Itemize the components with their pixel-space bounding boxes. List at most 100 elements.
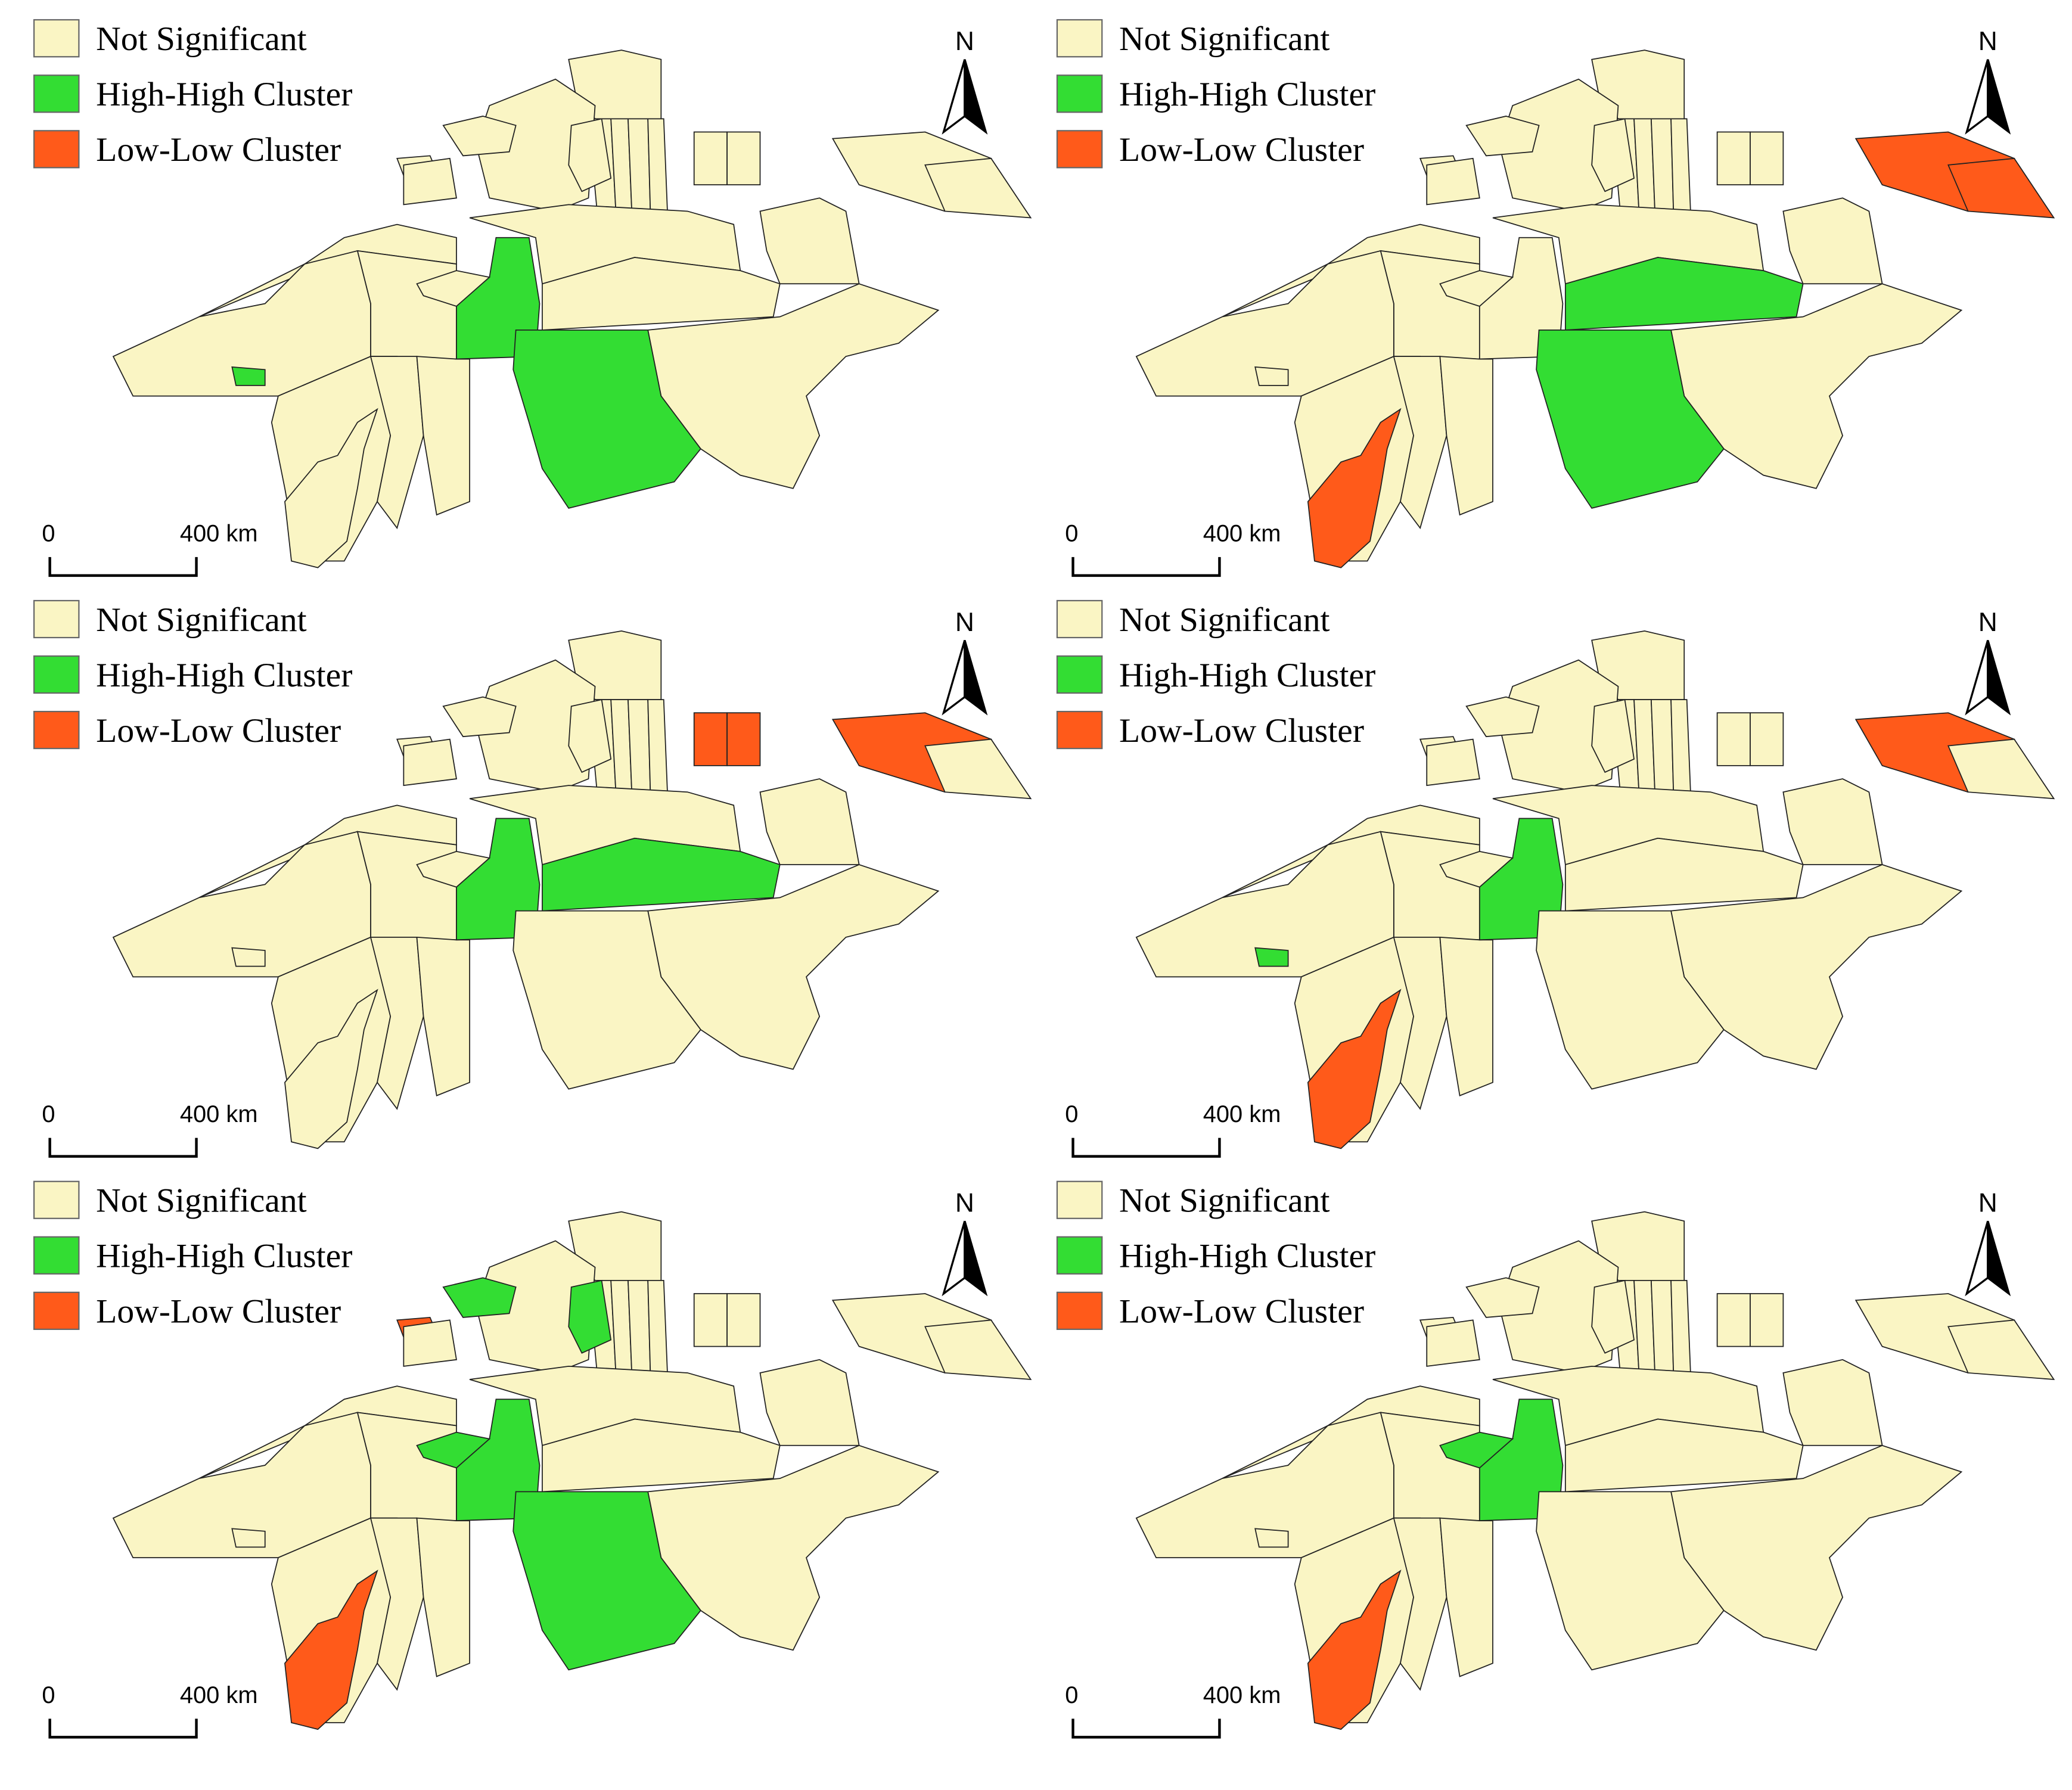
region (356, 250, 457, 360)
legend-swatch (1056, 1236, 1103, 1275)
region (759, 1359, 860, 1446)
north-arrow (942, 59, 966, 135)
region (1591, 118, 1635, 192)
legend-label: High-High Cluster (1119, 76, 1375, 113)
region (1591, 699, 1635, 773)
legend-swatch (1056, 1180, 1103, 1219)
scale-label: 400 km (180, 1101, 258, 1127)
region (1380, 1412, 1480, 1521)
map-panel: Not Significant High-High Cluster Low-Low … (1056, 599, 2055, 1158)
region (726, 712, 761, 766)
legend-label: Low-Low Cluster (96, 131, 341, 169)
region (1650, 699, 1675, 800)
region (647, 118, 669, 219)
legend-label: Not Significant (1119, 20, 1329, 58)
region (1439, 850, 1514, 888)
region (1439, 1431, 1514, 1469)
scale-label: 400 km (1203, 520, 1281, 546)
region (112, 250, 371, 397)
region (1750, 131, 1784, 186)
region (1439, 1517, 1493, 1677)
region (231, 1528, 266, 1548)
scale-label: 0 (1065, 520, 1078, 546)
region (1947, 1319, 2055, 1381)
legend-swatch (1056, 599, 1103, 639)
legend-label: Low-Low Cluster (96, 1293, 341, 1331)
scale-label: 400 km (1203, 1682, 1281, 1708)
region (1254, 947, 1289, 967)
legend-label: High-High Cluster (96, 1238, 352, 1275)
scale-label: 0 (42, 1682, 55, 1708)
region (693, 712, 728, 766)
region (356, 831, 457, 941)
region (568, 1279, 612, 1354)
legend-swatch (33, 655, 80, 694)
region (1307, 408, 1402, 568)
map-panel: Not Significant High-High Cluster Low-Low … (33, 599, 1032, 1158)
legend-swatch (1056, 710, 1103, 750)
scale-bar (1071, 1138, 1221, 1158)
region (1716, 1293, 1751, 1347)
region (1426, 738, 1480, 787)
region (1439, 356, 1493, 516)
legend-label: High-High Cluster (1119, 1238, 1375, 1275)
region (512, 1491, 701, 1671)
legend-label: Low-Low Cluster (96, 712, 341, 750)
region (1465, 1277, 1540, 1318)
map-panel: Not Significant High-High Cluster Low-Low … (33, 19, 1032, 577)
region (627, 1279, 651, 1380)
region (231, 366, 266, 386)
region (1750, 712, 1784, 766)
scale-label: 0 (1065, 1682, 1078, 1708)
region (442, 696, 517, 738)
legend-label: Low-Low Cluster (1119, 1293, 1364, 1331)
region (403, 157, 457, 206)
region (1465, 696, 1540, 738)
region (693, 1293, 728, 1347)
region (416, 270, 491, 307)
legend-label: High-High Cluster (96, 657, 352, 694)
north-label: N (1978, 1189, 1998, 1218)
region (1536, 329, 1725, 509)
north-arrow (964, 59, 988, 135)
region (403, 738, 457, 787)
region (627, 699, 651, 800)
region (726, 1293, 761, 1347)
legend-swatch (33, 1236, 80, 1275)
region (416, 936, 471, 1096)
region (1947, 738, 2055, 800)
north-arrow (942, 639, 966, 716)
north-arrow (1987, 59, 2011, 135)
region (1135, 250, 1394, 397)
region (1650, 1279, 1675, 1380)
legend-swatch (1056, 130, 1103, 169)
north-label: N (955, 27, 974, 56)
map-panel: Not Significant High-High Cluster Low-Low … (1056, 19, 2055, 577)
legend-swatch (1056, 655, 1103, 694)
region (1465, 116, 1540, 157)
region (1670, 1279, 1692, 1380)
region (1782, 778, 1883, 865)
legend-swatch (33, 74, 80, 113)
region (1254, 366, 1289, 386)
legend-label: Low-Low Cluster (1119, 712, 1364, 750)
scale-bar (1071, 1718, 1221, 1739)
legend-swatch (33, 710, 80, 750)
scale-label: 0 (42, 1101, 55, 1127)
legend-swatch (1056, 19, 1103, 58)
scale-label: 0 (42, 520, 55, 546)
legend-swatch (33, 130, 80, 169)
region (759, 197, 860, 285)
north-arrow (1965, 639, 1989, 716)
legend-label: Not Significant (96, 1182, 306, 1220)
region (284, 989, 378, 1149)
scale-bar (48, 1718, 198, 1739)
map-panel: Not Significant High-High Cluster Low-Low … (33, 1180, 1032, 1739)
region (284, 408, 378, 568)
scale-bar (1071, 557, 1221, 577)
legend-swatch (33, 1180, 80, 1219)
region (416, 850, 491, 888)
north-label: N (1978, 608, 1998, 637)
